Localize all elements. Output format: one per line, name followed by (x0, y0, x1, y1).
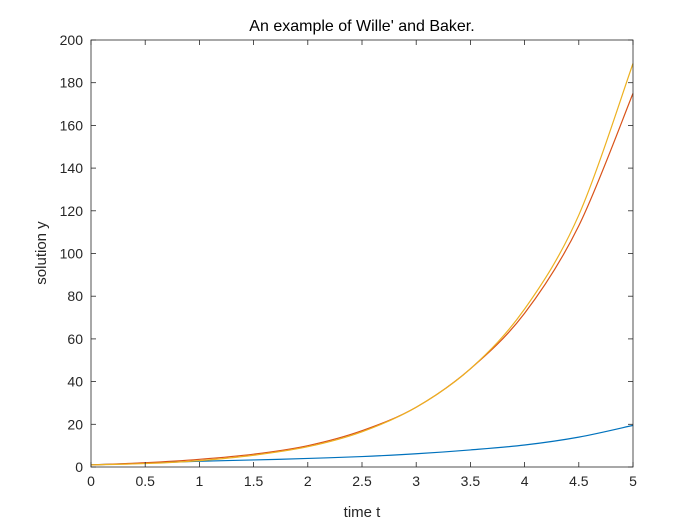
x-tick-label: 4.5 (569, 473, 589, 489)
plot-area (91, 40, 633, 467)
y-tick-label: 160 (60, 117, 84, 133)
series-layer (90, 63, 634, 466)
y-tick-label: 40 (67, 374, 83, 390)
x-tick-label: 0.5 (135, 473, 155, 489)
y-tick-label: 20 (67, 416, 83, 432)
y-tick-label: 0 (75, 459, 83, 475)
x-tick-label: 2 (304, 473, 312, 489)
x-tick-label: 3.5 (461, 473, 481, 489)
y-tick-label: 140 (60, 160, 84, 176)
y-axis-title: solution y (33, 221, 50, 285)
x-axis-title: time t (344, 504, 382, 521)
y-tick-label: 60 (67, 331, 83, 347)
y-tick-label: 80 (67, 288, 83, 304)
y-tick-label: 180 (60, 75, 84, 91)
axes-layer: 0 0.5 1 1.5 2 2.5 3 3.5 4 4.5 5 0 20 40 60 80 100 120 140 1… (60, 32, 637, 489)
x-tick-label: 4 (521, 473, 529, 489)
chart-title: An example of Wille' and Baker. (249, 18, 474, 35)
x-tick-label: 1.5 (244, 473, 264, 489)
x-tick-label: 3 (412, 473, 420, 489)
y-tick-label: 200 (60, 32, 84, 48)
x-tick-label: 0 (87, 473, 95, 489)
x-tick-label: 2.5 (352, 473, 372, 489)
x-tick-label: 1 (196, 473, 204, 489)
x-tick-label: 5 (629, 473, 637, 489)
y-tick-label: 120 (60, 203, 84, 219)
series-line-3 (90, 63, 634, 466)
y-tick-label: 100 (60, 246, 84, 262)
